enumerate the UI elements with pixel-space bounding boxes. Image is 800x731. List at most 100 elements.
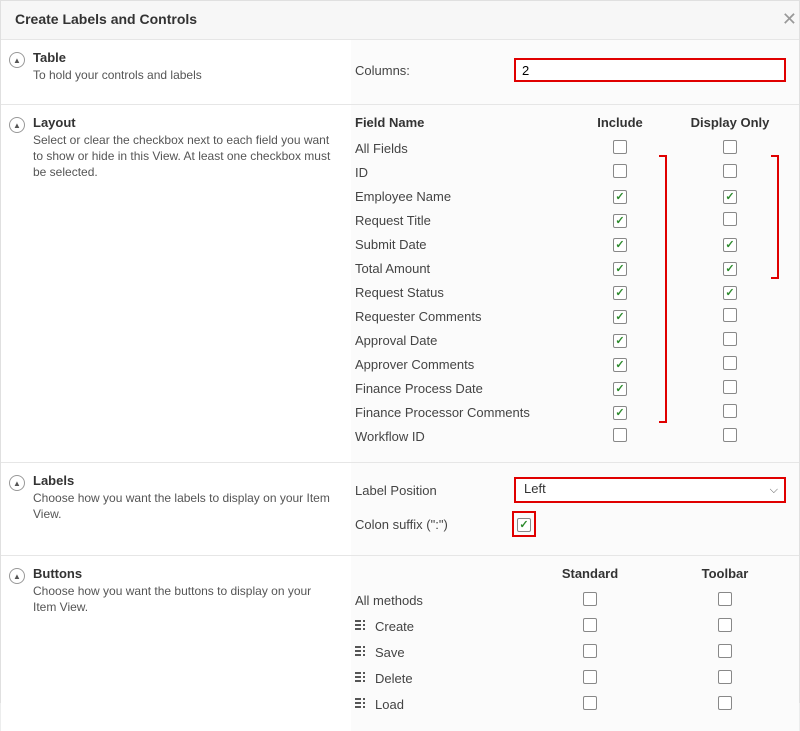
expander[interactable]: ▲ [9, 50, 27, 90]
field-name: Submit Date [355, 237, 565, 252]
field-displayonly-cell [675, 332, 785, 349]
method-name-cell: All methods [355, 593, 515, 608]
standard-checkbox[interactable] [583, 670, 597, 684]
displayonly-checkbox[interactable] [723, 262, 737, 276]
displayonly-checkbox[interactable] [723, 140, 737, 154]
section-table-left: ▲ Table To hold your controls and labels [1, 40, 351, 104]
method-row: All methods [355, 587, 785, 613]
label-position-select[interactable]: Left ⌵ [515, 478, 785, 502]
section-layout-title: Layout [33, 115, 337, 130]
displayonly-bracket [771, 155, 779, 279]
displayonly-checkbox[interactable] [723, 212, 737, 226]
displayonly-checkbox[interactable] [723, 190, 737, 204]
include-checkbox[interactable] [613, 214, 627, 228]
displayonly-checkbox[interactable] [723, 286, 737, 300]
form-icon [355, 672, 369, 684]
method-standard-cell [515, 592, 665, 609]
section-buttons: ▲ Buttons Choose how you want the button… [1, 556, 799, 731]
standard-checkbox[interactable] [583, 644, 597, 658]
include-checkbox[interactable] [613, 406, 627, 420]
field-row: Workflow ID [355, 424, 785, 448]
section-labels-left: ▲ Labels Choose how you want the labels … [1, 463, 351, 555]
toolbar-checkbox[interactable] [718, 618, 732, 632]
section-layout-right: Field Name Include Display Only All Fiel… [351, 105, 799, 462]
section-table-right: Columns: [351, 40, 799, 104]
chevron-down-icon: ⌵ [770, 484, 778, 497]
field-row: Approver Comments [355, 352, 785, 376]
standard-checkbox[interactable] [583, 618, 597, 632]
include-checkbox[interactable] [613, 190, 627, 204]
include-checkbox[interactable] [613, 262, 627, 276]
displayonly-checkbox[interactable] [723, 404, 737, 418]
displayonly-checkbox[interactable] [723, 308, 737, 322]
colon-checkbox[interactable] [517, 518, 531, 532]
method-toolbar-cell [665, 618, 785, 635]
field-include-cell [565, 140, 675, 157]
field-displayonly-cell [675, 380, 785, 397]
method-row: Save [355, 639, 785, 665]
field-displayonly-cell [675, 308, 785, 325]
field-row: Total Amount [355, 256, 785, 280]
field-name: Workflow ID [355, 429, 565, 444]
dialog-title: Create Labels and Controls [1, 1, 799, 40]
toolbar-checkbox[interactable] [718, 670, 732, 684]
section-table-desc: To hold your controls and labels [33, 67, 337, 83]
method-toolbar-cell [665, 644, 785, 661]
displayonly-checkbox[interactable] [723, 164, 737, 178]
field-displayonly-cell [675, 236, 785, 253]
method-row: Create [355, 613, 785, 639]
expander[interactable]: ▲ [9, 566, 27, 717]
include-checkbox[interactable] [613, 358, 627, 372]
field-name: Requester Comments [355, 309, 565, 324]
section-layout-left: ▲ Layout Select or clear the checkbox ne… [1, 105, 351, 462]
field-row: Finance Processor Comments [355, 400, 785, 424]
section-buttons-title: Buttons [33, 566, 337, 581]
displayonly-checkbox[interactable] [723, 380, 737, 394]
section-layout: ▲ Layout Select or clear the checkbox ne… [1, 105, 799, 463]
method-standard-cell [515, 618, 665, 635]
section-buttons-left: ▲ Buttons Choose how you want the button… [1, 556, 351, 731]
section-layout-text: Layout Select or clear the checkbox next… [27, 115, 337, 448]
include-checkbox[interactable] [613, 382, 627, 396]
displayonly-checkbox[interactable] [723, 356, 737, 370]
section-buttons-desc: Choose how you want the buttons to displ… [33, 583, 337, 615]
chevron-up-icon: ▲ [9, 568, 25, 584]
method-name: Load [375, 697, 404, 712]
form-icon [355, 698, 369, 710]
displayonly-checkbox[interactable] [723, 332, 737, 346]
field-name: Approval Date [355, 333, 565, 348]
field-displayonly-cell [675, 164, 785, 181]
columns-input[interactable] [515, 59, 785, 81]
include-checkbox[interactable] [613, 140, 627, 154]
field-row: Submit Date [355, 232, 785, 256]
columns-row: Columns: [355, 50, 785, 90]
include-checkbox[interactable] [613, 238, 627, 252]
displayonly-checkbox[interactable] [723, 428, 737, 442]
expander[interactable]: ▲ [9, 115, 27, 448]
fields-header: Field Name Include Display Only [355, 115, 785, 130]
method-toolbar-cell [665, 696, 785, 713]
toolbar-checkbox[interactable] [718, 644, 732, 658]
form-icon [355, 646, 369, 658]
field-name: Request Status [355, 285, 565, 300]
toolbar-checkbox[interactable] [718, 592, 732, 606]
method-standard-cell [515, 644, 665, 661]
section-buttons-right: Standard Toolbar All methodsCreateSaveDe… [351, 556, 799, 731]
close-icon[interactable]: ✕ [782, 9, 797, 30]
chevron-up-icon: ▲ [9, 52, 25, 68]
field-displayonly-cell [675, 212, 785, 229]
field-row: Request Status [355, 280, 785, 304]
include-checkbox[interactable] [613, 310, 627, 324]
field-name: Request Title [355, 213, 565, 228]
section-table-text: Table To hold your controls and labels [27, 50, 337, 90]
displayonly-checkbox[interactable] [723, 238, 737, 252]
field-displayonly-cell [675, 188, 785, 205]
header-include: Include [565, 115, 675, 130]
standard-checkbox[interactable] [583, 592, 597, 606]
field-name: Finance Processor Comments [355, 405, 565, 420]
expander[interactable]: ▲ [9, 473, 27, 541]
include-checkbox[interactable] [613, 428, 627, 442]
include-checkbox[interactable] [613, 334, 627, 348]
include-checkbox[interactable] [613, 286, 627, 300]
include-checkbox[interactable] [613, 164, 627, 178]
